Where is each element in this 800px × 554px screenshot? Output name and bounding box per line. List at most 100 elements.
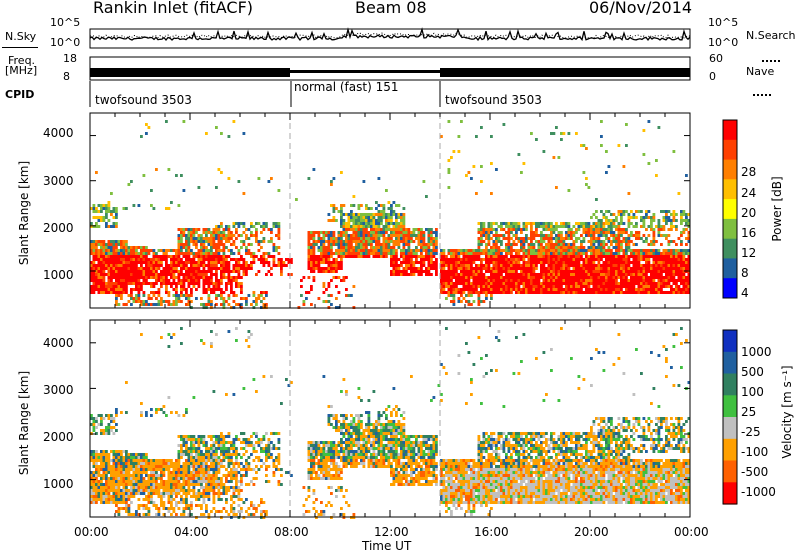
power-cell [90, 264, 93, 267]
power-cell [457, 258, 461, 261]
velocity-cell [117, 498, 121, 501]
power-cell [195, 279, 198, 282]
power-cell [557, 255, 561, 258]
power-cell [372, 228, 376, 231]
power-cell [417, 255, 421, 258]
velocity-cell [147, 513, 151, 516]
velocity-cell [125, 462, 128, 465]
power-cell [515, 273, 518, 276]
velocity-cell [125, 507, 128, 510]
velocity-cell [162, 480, 166, 483]
power-cell [622, 252, 626, 255]
power-cell [232, 258, 236, 261]
power-cell [625, 237, 628, 240]
power-cell [457, 291, 461, 294]
power-cell [212, 237, 216, 240]
power-cell [465, 264, 468, 267]
power-cell [217, 249, 221, 252]
power-cell [210, 276, 213, 279]
power-cell [180, 294, 183, 297]
power-cell [642, 285, 646, 288]
power-cell [412, 231, 416, 234]
power-cell [595, 246, 598, 249]
power-cell [335, 258, 338, 261]
power-cell [250, 267, 253, 270]
power-cell [100, 249, 103, 252]
power-cell [335, 252, 338, 255]
power-cell [212, 261, 216, 264]
power-cell [190, 228, 193, 231]
power-cell [90, 222, 93, 225]
power-cell [682, 261, 686, 264]
power-cell [135, 252, 138, 255]
power-cell [152, 264, 156, 267]
power-cell [215, 273, 218, 276]
velocity-cell [157, 477, 161, 480]
velocity-cell [132, 471, 136, 474]
power-cell [200, 270, 203, 273]
power-cell [347, 249, 351, 252]
velocity-cell [95, 480, 98, 483]
power-cell [472, 300, 476, 303]
power-cell [495, 252, 498, 255]
power-cell [147, 294, 151, 297]
power-cell [430, 228, 433, 231]
power-cell [475, 282, 478, 285]
power-cell [662, 282, 666, 285]
power-cell [560, 237, 563, 240]
velocity-cell [95, 426, 98, 429]
power-cell [657, 270, 661, 273]
power-cell [665, 222, 668, 225]
power-cell [587, 267, 591, 270]
velocity-cell [155, 480, 158, 483]
power-cell [450, 255, 453, 258]
power-cell [252, 258, 256, 261]
power-cell [367, 216, 371, 219]
power-cell [620, 231, 623, 234]
power-cell [180, 240, 183, 243]
power-cell [347, 255, 351, 258]
power-cell [640, 273, 643, 276]
power-cell [612, 246, 616, 249]
power-cell [675, 225, 678, 228]
power-cell [212, 267, 216, 270]
velocity-cell [157, 459, 161, 462]
power-cell [237, 222, 241, 225]
power-cell [682, 252, 686, 255]
power-cell [217, 261, 221, 264]
power-cell [165, 207, 168, 210]
velocity-cell [115, 498, 118, 501]
power-cell [460, 288, 463, 291]
power-cell [687, 282, 691, 285]
power-cell [532, 273, 536, 276]
velocity-cell [90, 480, 93, 483]
power-cell [357, 234, 361, 237]
power-cell [137, 297, 141, 300]
velocity-cell [125, 480, 128, 483]
power-cell [395, 225, 398, 228]
power-cell [580, 246, 583, 249]
power-cell [542, 249, 546, 252]
power-cell [422, 237, 426, 240]
power-cell [535, 261, 538, 264]
velocity-cell [147, 498, 151, 501]
power-cell [325, 267, 328, 270]
power-cell [555, 240, 558, 243]
power-cell [615, 270, 618, 273]
power-cell [595, 216, 598, 219]
power-cell [182, 234, 186, 237]
power-cell [390, 273, 393, 276]
power-cell [600, 255, 603, 258]
velocity-cell [145, 414, 148, 417]
power-cell [135, 282, 138, 285]
power-cell [482, 234, 486, 237]
power-cell [507, 273, 511, 276]
power-cell [542, 246, 546, 249]
power-cell [310, 246, 313, 249]
power-cell [465, 294, 468, 297]
power-cell [590, 243, 593, 246]
power-cell [100, 207, 103, 210]
noise-left-divider [2, 47, 38, 48]
power-cell [442, 273, 446, 276]
power-cell [552, 246, 556, 249]
